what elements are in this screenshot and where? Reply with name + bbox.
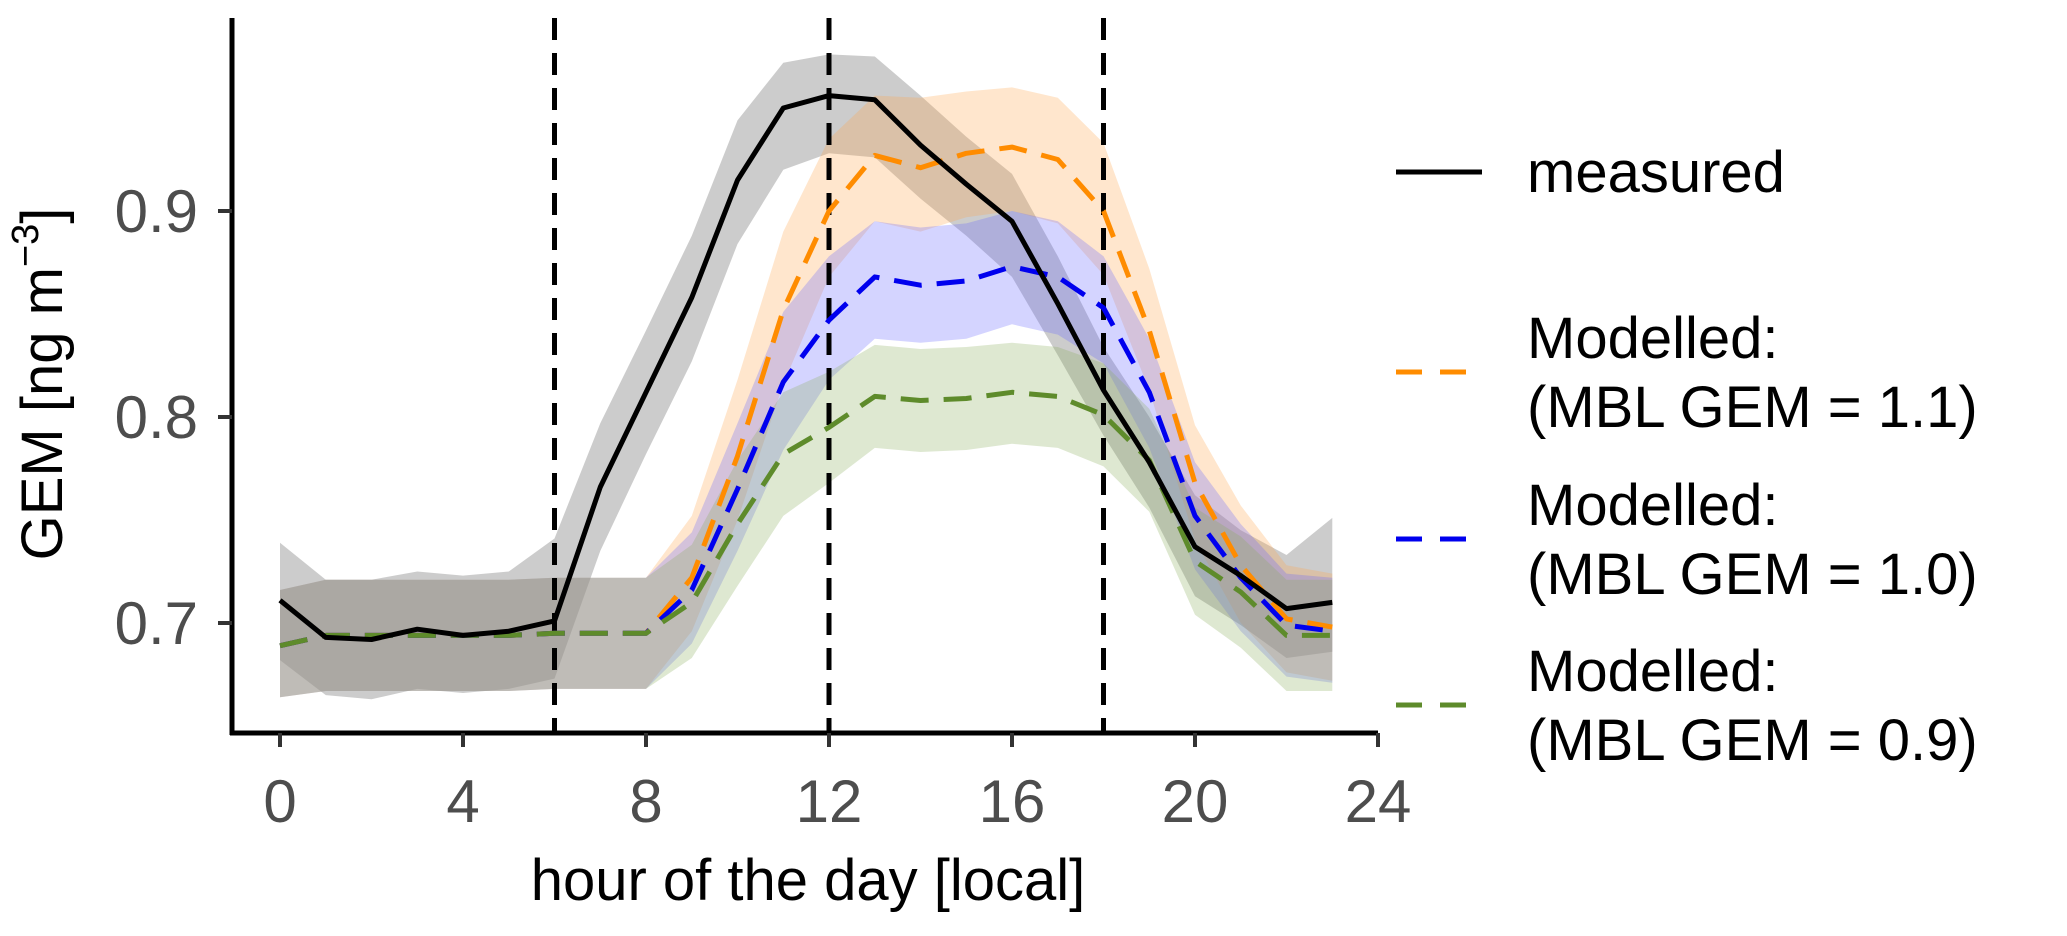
- axes: [229, 18, 1378, 736]
- x-tick-label-6: 24: [1345, 768, 1412, 835]
- legend-label-1: Modelled: (MBL GEM = 1.1): [1527, 306, 1978, 440]
- legend-label-3: Modelled: (MBL GEM = 0.9): [1527, 639, 1978, 773]
- legend: measured Modelled: (MBL GEM = 1.1) Modelled…: [1396, 140, 1978, 773]
- band-series-3: [280, 342, 1333, 698]
- y-axis-title-superscript: −3: [5, 224, 47, 267]
- x-tick-label-3: 12: [796, 768, 863, 835]
- x-axis-title: hour of the day [local]: [531, 848, 1086, 913]
- legend-label-2: Modelled: (MBL GEM = 1.0): [1527, 473, 1978, 607]
- y-axis-title: GEM [ng m−3]: [5, 208, 75, 561]
- axis-ticks: 0 4 8 12 16 20 24 0.7 0.8 0.9: [115, 178, 1412, 835]
- line-series-0: [278, 93, 1333, 642]
- uncertainty-bands: [280, 54, 1333, 700]
- x-tick-label-5: 20: [1162, 768, 1229, 835]
- x-tick-label-2: 8: [629, 768, 662, 835]
- y-tick-label-0: 0.7: [115, 590, 198, 657]
- x-tick-label-0: 0: [263, 768, 296, 835]
- y-tick-label-1: 0.8: [115, 384, 198, 451]
- x-tick-label-4: 16: [979, 768, 1046, 835]
- legend-label-0: measured: [1527, 140, 1785, 205]
- band-series-2: [280, 211, 1333, 698]
- y-tick-label-2: 0.9: [115, 178, 198, 245]
- series-lines: [278, 93, 1333, 649]
- y-axis-title-close: ]: [10, 208, 75, 224]
- y-axis-title-main: GEM [ng m: [10, 267, 75, 560]
- x-tick-label-1: 4: [446, 768, 479, 835]
